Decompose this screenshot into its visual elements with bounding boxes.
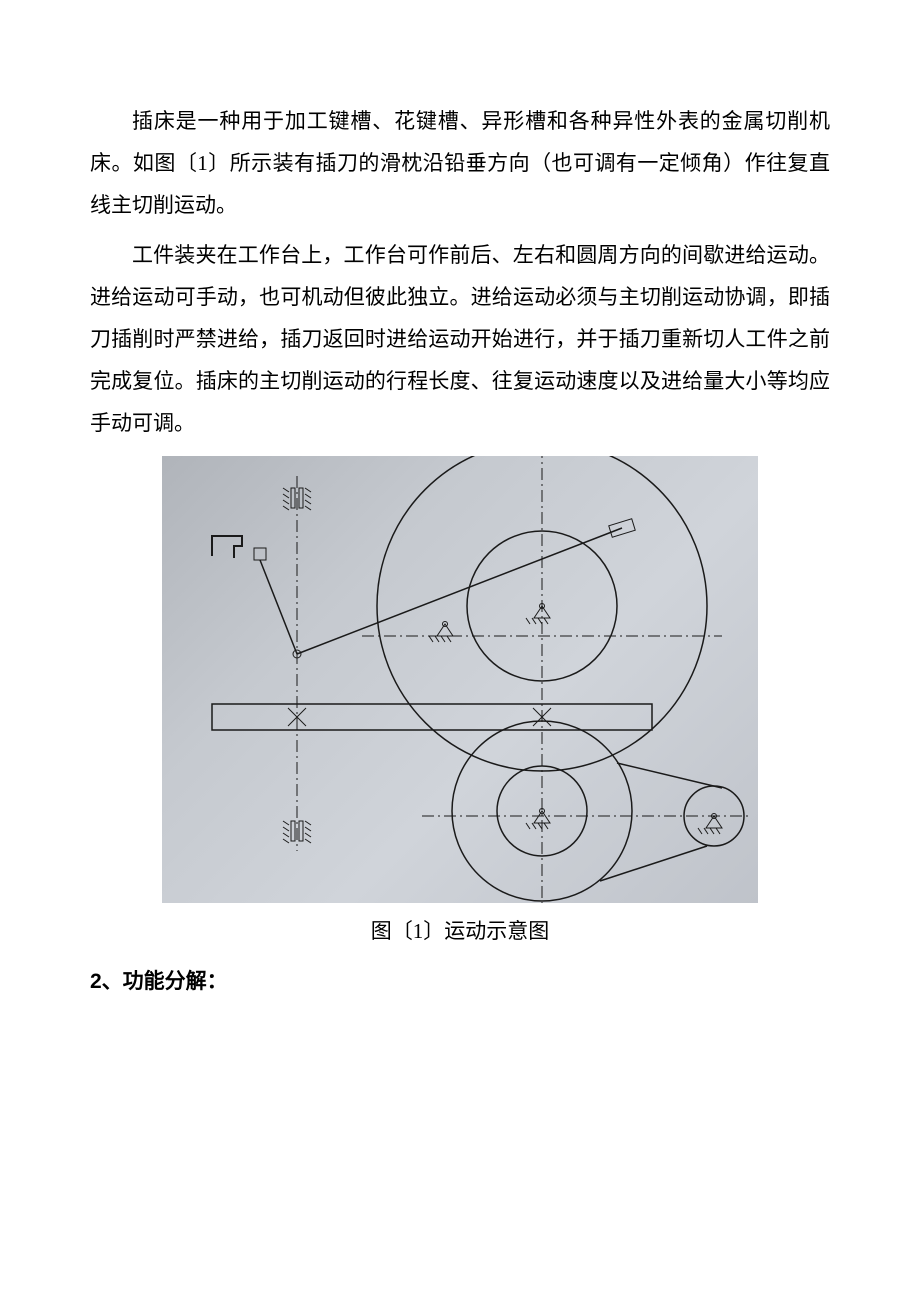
kinematic-diagram: [162, 456, 758, 903]
diagram-svg: [162, 456, 758, 903]
paragraph-detail: 工件装夹在工作台上，工作台可作前后、左右和圆周方向的间歇进给运动。进给运动可手动…: [90, 234, 830, 444]
figure-caption: 图〔1〕运动示意图: [90, 915, 830, 945]
section-heading-2: 2、功能分解：: [90, 965, 830, 995]
paragraph-intro: 插床是一种用于加工键槽、花键槽、异形槽和各种异性外表的金属切削机床。如图〔1〕所…: [90, 100, 830, 226]
